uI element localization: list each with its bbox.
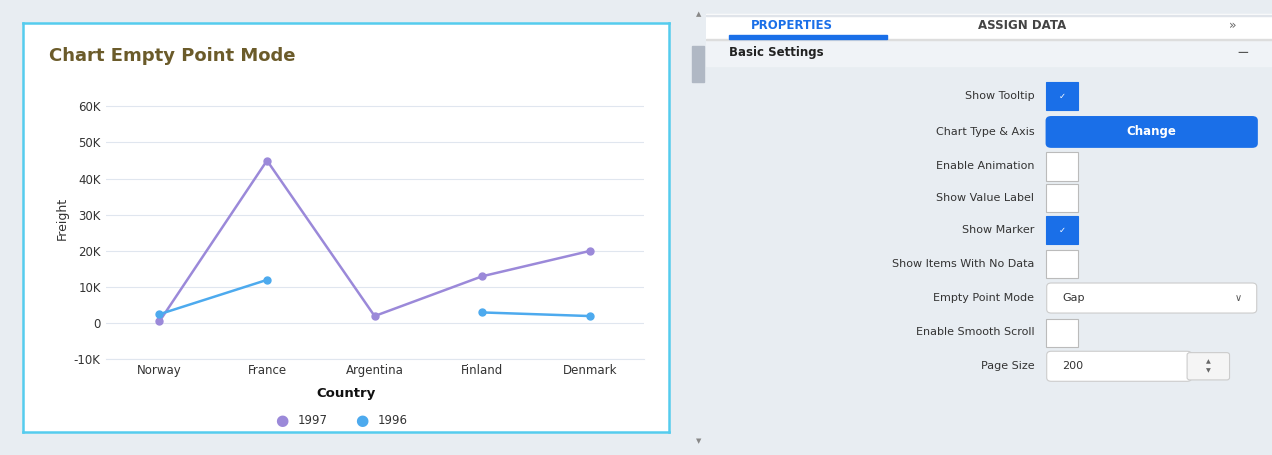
Text: 1997: 1997 [298, 415, 328, 427]
Bar [729, 35, 887, 39]
Text: Empty Point Mode: Empty Point Mode [934, 293, 1034, 303]
FancyBboxPatch shape [1046, 82, 1079, 110]
FancyBboxPatch shape [1046, 184, 1079, 212]
FancyBboxPatch shape [1047, 351, 1192, 381]
Text: »: » [1229, 19, 1236, 32]
Text: −: − [1236, 46, 1249, 60]
Text: Change: Change [1127, 126, 1177, 138]
Text: ▼: ▼ [696, 438, 701, 445]
Text: Enable Animation: Enable Animation [936, 161, 1034, 171]
Bar [706, 430, 1272, 455]
Text: 1996: 1996 [378, 415, 408, 427]
Text: ▲: ▲ [696, 10, 701, 17]
Text: ASSIGN DATA: ASSIGN DATA [978, 19, 1066, 32]
FancyBboxPatch shape [1187, 353, 1230, 380]
Text: Chart Empty Point Mode: Chart Empty Point Mode [48, 47, 295, 66]
Text: ✓: ✓ [1058, 91, 1066, 101]
Text: PROPERTIES: PROPERTIES [752, 19, 833, 32]
Text: ●: ● [276, 414, 289, 428]
FancyBboxPatch shape [1046, 216, 1079, 244]
Text: ✓: ✓ [1058, 226, 1066, 235]
Text: Show Tooltip: Show Tooltip [964, 91, 1034, 101]
Text: Show Items With No Data: Show Items With No Data [892, 259, 1034, 269]
Bar [692, 46, 705, 82]
Text: Basic Settings: Basic Settings [729, 46, 823, 59]
Text: Page Size: Page Size [981, 361, 1034, 371]
Text: ●: ● [356, 414, 369, 428]
Y-axis label: Freight: Freight [55, 197, 69, 240]
Bar [706, 40, 1272, 66]
Text: 200: 200 [1062, 361, 1084, 371]
Text: Gap: Gap [1062, 293, 1085, 303]
Text: Show Value Label: Show Value Label [936, 193, 1034, 203]
Bar [706, 14, 1272, 39]
FancyBboxPatch shape [1046, 116, 1258, 148]
Bar [706, 15, 1272, 16]
Text: ▼: ▼ [1206, 369, 1211, 373]
Text: ∨: ∨ [1234, 293, 1241, 303]
FancyBboxPatch shape [1046, 152, 1079, 181]
Bar [706, 39, 1272, 40]
Text: ▲: ▲ [1206, 359, 1211, 364]
Text: Country: Country [317, 387, 375, 400]
Text: Enable Smooth Scroll: Enable Smooth Scroll [916, 327, 1034, 337]
Text: Show Marker: Show Marker [962, 225, 1034, 235]
FancyBboxPatch shape [1046, 318, 1079, 347]
FancyBboxPatch shape [1046, 250, 1079, 278]
FancyBboxPatch shape [1047, 283, 1257, 313]
Text: Chart Type & Axis: Chart Type & Axis [936, 127, 1034, 137]
